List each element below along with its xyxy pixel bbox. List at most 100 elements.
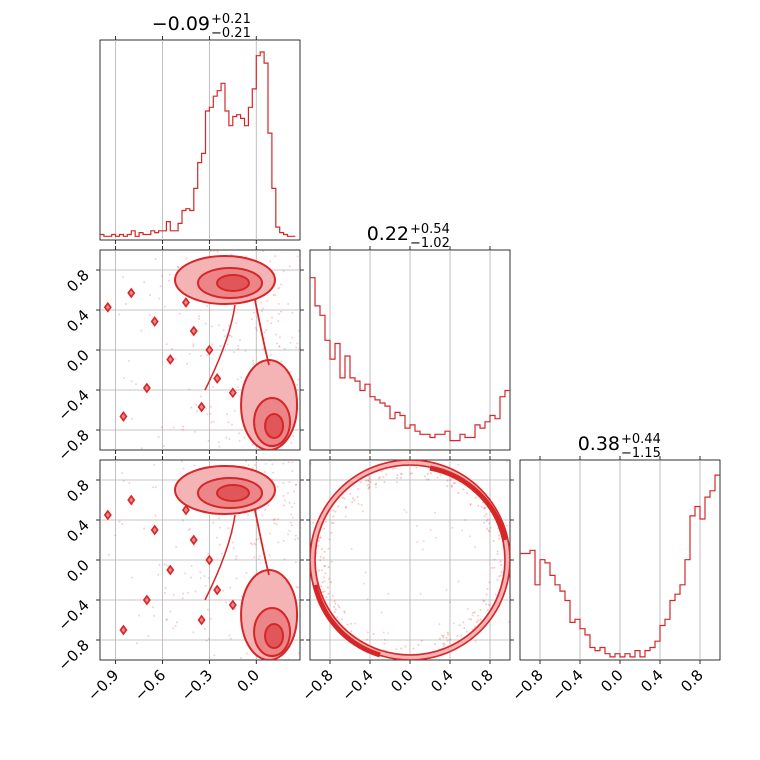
sample-point [475, 620, 478, 623]
sample-point [360, 503, 363, 506]
sample-point [273, 294, 276, 297]
sample-point [232, 351, 235, 354]
sample-point [499, 574, 502, 577]
x-tick-label: 0.0 [597, 666, 627, 696]
sample-point [253, 542, 256, 545]
density-contours [103, 250, 300, 450]
sample-point [392, 467, 395, 470]
sample-point [360, 481, 363, 484]
sample-point [324, 520, 327, 523]
x-tick-label: −0.9 [84, 666, 122, 704]
sample-point [261, 307, 264, 310]
sample-point [209, 405, 212, 408]
sample-point [485, 513, 488, 516]
sample-point [287, 658, 290, 660]
sample-point [462, 488, 465, 491]
sample-point [505, 460, 508, 463]
sample-point [206, 305, 209, 308]
sample-point [290, 524, 293, 527]
title-param-2-minus: −1.02 [410, 236, 450, 251]
sample-point [375, 482, 378, 485]
sample-point [172, 593, 175, 596]
sample-point [363, 582, 366, 585]
x-tick-label: 0.8 [677, 666, 707, 696]
sample-point [165, 618, 168, 621]
sample-point [483, 507, 486, 510]
y-tick-label: 0.8 [63, 476, 93, 506]
sample-point [419, 592, 422, 595]
sample-point [289, 521, 292, 524]
sample-point [288, 481, 291, 484]
title-param-2: 0.22 +0.54 −1.02 [367, 222, 450, 251]
sample-point [460, 634, 463, 637]
sample-point [216, 250, 219, 253]
sample-point [270, 322, 273, 325]
sample-point [205, 639, 208, 642]
sample-point [226, 343, 229, 346]
sample-point [277, 302, 280, 305]
sample-point [193, 430, 196, 433]
sample-point [162, 445, 165, 448]
sample-point [366, 598, 369, 601]
sample-point [337, 604, 340, 607]
sample-point [420, 639, 423, 642]
sample-point [457, 463, 460, 466]
sample-point [176, 621, 179, 624]
sample-point [294, 483, 297, 486]
sample-point [199, 577, 202, 580]
sample-point [190, 565, 193, 568]
sample-point [341, 618, 344, 621]
contour-island [197, 401, 206, 413]
sample-point [263, 471, 266, 474]
sample-point [280, 360, 283, 363]
sample-point [152, 486, 155, 489]
sample-point [272, 294, 275, 297]
sample-point [327, 592, 330, 595]
sample-point [245, 460, 248, 463]
sample-point [296, 537, 299, 540]
title-param-2-plus: +0.54 [410, 222, 450, 237]
sample-point [229, 586, 232, 589]
contour-island [197, 614, 206, 626]
sample-point [278, 286, 281, 289]
hist-panel-param-1 [99, 36, 301, 244]
sample-point [507, 621, 510, 624]
sample-point [452, 622, 455, 625]
sample-point [291, 469, 294, 472]
sample-point [429, 529, 432, 532]
sample-point [276, 518, 279, 521]
sample-point [165, 343, 168, 346]
sample-point [331, 594, 334, 597]
sample-point [187, 591, 190, 594]
sample-point [385, 473, 388, 476]
sample-point [312, 521, 315, 524]
sample-point [270, 316, 273, 319]
sample-point [477, 614, 480, 617]
sample-point [426, 472, 429, 475]
sample-point [222, 589, 225, 592]
sample-point [154, 257, 157, 260]
sample-point [296, 342, 299, 345]
sample-point [474, 496, 477, 499]
sample-point [253, 556, 256, 559]
sample-point [396, 476, 399, 479]
sample-point [350, 630, 353, 633]
sample-point [446, 631, 449, 634]
sample-point [245, 255, 248, 258]
sample-point [416, 524, 419, 527]
sample-point [346, 623, 349, 626]
sample-point [264, 508, 267, 511]
sample-point [329, 581, 332, 584]
title-param-1: −0.09 +0.21 −0.21 [152, 12, 251, 41]
sample-point [395, 481, 398, 484]
sample-point [449, 478, 452, 481]
sample-point [258, 555, 261, 558]
sample-point [436, 476, 439, 479]
sample-point [291, 505, 294, 508]
sample-point [337, 505, 340, 508]
sample-point [468, 618, 471, 621]
sample-point [367, 475, 370, 478]
sample-point [252, 311, 255, 314]
sample-point [263, 331, 266, 334]
sample-point [387, 592, 390, 595]
